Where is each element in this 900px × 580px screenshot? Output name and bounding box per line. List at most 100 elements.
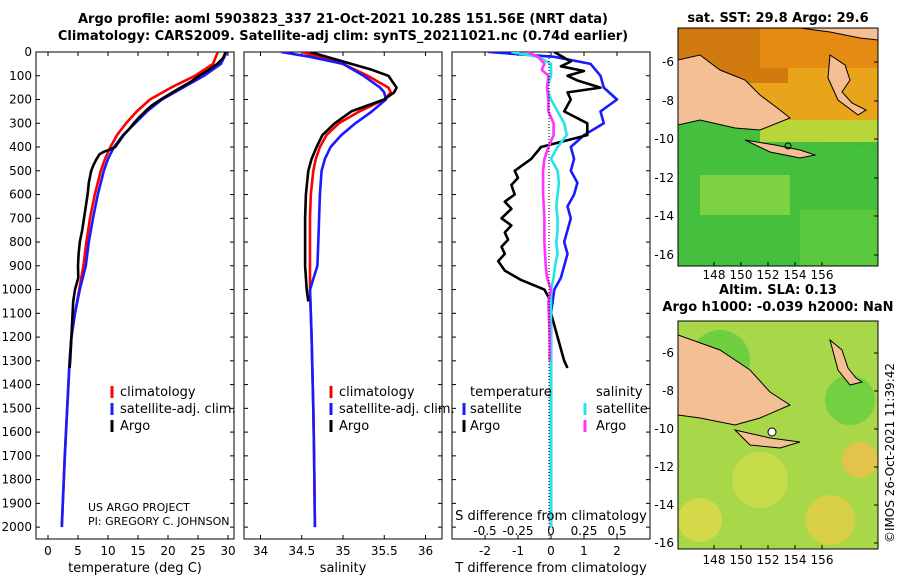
map-y-tick-label: -14 bbox=[654, 209, 674, 223]
map-y-tick-label: -8 bbox=[662, 384, 674, 398]
y-tick-label: 300 bbox=[9, 116, 32, 130]
sst-title: sat. SST: 29.8 Argo: 29.6 bbox=[687, 11, 868, 26]
s-tick-label: 0 bbox=[547, 524, 555, 538]
y-tick-label: 700 bbox=[9, 211, 32, 225]
map-x-tick-label: 152 bbox=[757, 553, 780, 567]
x-tick-label: 15 bbox=[130, 544, 145, 558]
legend-argo: Argo bbox=[120, 419, 150, 434]
x-tick-label: 25 bbox=[190, 544, 205, 558]
y-tick-label: 1200 bbox=[1, 330, 32, 344]
temperature-xlabel: temperature (deg C) bbox=[68, 561, 202, 576]
sla-map-frame bbox=[677, 320, 879, 550]
sla-title-2: Argo h1000: -0.039 h2000: NaN bbox=[662, 300, 893, 315]
legend-t-argo: Argo bbox=[470, 419, 500, 434]
legend-s-argo: Argo bbox=[596, 419, 626, 434]
s-tick-label: -0.25 bbox=[502, 524, 533, 538]
y-tick-label: 1400 bbox=[1, 378, 32, 392]
x-tick-label: -1 bbox=[512, 544, 524, 558]
legend-satellite-adj: satellite-adj. clim. bbox=[339, 402, 455, 417]
legend-satellite-adj: satellite-adj. clim. bbox=[120, 402, 236, 417]
salinity-xlabel: salinity bbox=[320, 561, 367, 576]
map-x-tick-label: 156 bbox=[811, 268, 834, 282]
panel-1-curves bbox=[60, 52, 228, 528]
difference-legend: temperature salinity satellite Argo sate… bbox=[462, 385, 648, 434]
map-x-tick-label: 150 bbox=[730, 553, 753, 567]
map-x-tick-label: 154 bbox=[784, 553, 807, 567]
map-y-tick-label: -6 bbox=[662, 346, 674, 360]
map-y-tick-label: -16 bbox=[654, 248, 674, 262]
tdiff-xlabel: T difference from climatology bbox=[454, 561, 647, 576]
legend-t-satellite: satellite bbox=[470, 402, 522, 417]
legend-climatology: climatology bbox=[120, 385, 196, 400]
salinity-legend: climatology satellite-adj. clim. Argo bbox=[329, 385, 455, 434]
temperature-legend: climatology satellite-adj. clim. Argo bbox=[110, 385, 236, 434]
y-tick-label: 100 bbox=[9, 69, 32, 83]
x-tick-label: 0 bbox=[44, 544, 52, 558]
legend-argo: Argo bbox=[339, 419, 369, 434]
legend-s-satellite: satellite bbox=[596, 402, 648, 417]
x-tick-label: 35 bbox=[335, 544, 350, 558]
sdiff-xlabel: S difference from climatology bbox=[455, 509, 647, 524]
map-x-tick-label: 154 bbox=[784, 268, 807, 282]
y-tick-label: 1700 bbox=[1, 449, 32, 463]
map-y-tick-label: -10 bbox=[654, 422, 674, 436]
y-tick-label: 200 bbox=[9, 93, 32, 107]
y-tick-label: 500 bbox=[9, 164, 32, 178]
x-tick-label: 1 bbox=[580, 544, 588, 558]
series-line-argo bbox=[68, 52, 227, 369]
s-tick-label: -0.5 bbox=[473, 524, 496, 538]
map-x-tick-label: 152 bbox=[757, 268, 780, 282]
credit-pi: PI: GREGORY C. JOHNSON bbox=[88, 515, 229, 528]
y-tick-label: 0 bbox=[24, 45, 32, 59]
y-tick-label: 1100 bbox=[1, 306, 32, 320]
map-y-tick-label: -12 bbox=[654, 171, 674, 185]
legend-salinity: salinity bbox=[596, 385, 643, 400]
map-x-tick-label: 148 bbox=[703, 268, 726, 282]
salinity-panel bbox=[243, 51, 443, 540]
map-y-tick-label: -6 bbox=[662, 55, 674, 69]
map-x-tick-label: 150 bbox=[730, 268, 753, 282]
map-y-tick-label: -14 bbox=[654, 498, 674, 512]
y-tick-label: 1900 bbox=[1, 496, 32, 510]
x-tick-label: 2 bbox=[613, 544, 621, 558]
x-tick-label: 34.5 bbox=[288, 544, 315, 558]
y-tick-label: 1500 bbox=[1, 401, 32, 415]
y-tick-label: 2000 bbox=[1, 520, 32, 534]
credit-project: US ARGO PROJECT bbox=[88, 501, 190, 514]
map-x-tick-label: 156 bbox=[811, 553, 834, 567]
x-tick-label: 10 bbox=[100, 544, 115, 558]
title-line2: Climatology: CARS2009. Satellite-adj cli… bbox=[58, 29, 628, 44]
legend-climatology: climatology bbox=[339, 385, 415, 400]
legend-temperature: temperature bbox=[470, 385, 552, 400]
sst-map bbox=[678, 28, 878, 266]
series-line-satellite-adj-clim- bbox=[280, 52, 388, 528]
map-y-tick-label: -8 bbox=[662, 94, 674, 108]
y-tick-label: 1300 bbox=[1, 354, 32, 368]
x-tick-label: 34 bbox=[253, 544, 268, 558]
y-tick-label: 900 bbox=[9, 259, 32, 273]
sla-title-1: Altim. SLA: 0.13 bbox=[719, 283, 837, 298]
x-tick-label: 36 bbox=[418, 544, 433, 558]
x-tick-label: 0 bbox=[547, 544, 555, 558]
x-tick-label: 5 bbox=[74, 544, 82, 558]
map-x-tick-label: 148 bbox=[703, 553, 726, 567]
x-tick-label: 35.5 bbox=[371, 544, 398, 558]
panel-2-curves bbox=[280, 52, 398, 528]
x-tick-label: 30 bbox=[220, 544, 235, 558]
sla-map bbox=[678, 321, 878, 549]
s-tick-label: 0.25 bbox=[571, 524, 598, 538]
y-tick-label: 1800 bbox=[1, 473, 32, 487]
map-y-tick-label: -10 bbox=[654, 132, 674, 146]
y-tick-label: 1000 bbox=[1, 283, 32, 297]
y-tick-label: 600 bbox=[9, 188, 32, 202]
y-tick-label: 1600 bbox=[1, 425, 32, 439]
title-line1: Argo profile: aoml 5903823_337 21-Oct-20… bbox=[78, 12, 608, 27]
x-tick-label: 20 bbox=[160, 544, 175, 558]
sst-map-frame bbox=[677, 27, 879, 267]
imos-credit: ©IMOS 26-Oct-2021 11:39:42 bbox=[883, 363, 897, 543]
map-y-tick-label: -16 bbox=[654, 536, 674, 550]
y-tick-label: 400 bbox=[9, 140, 32, 154]
temperature-panel bbox=[35, 51, 235, 540]
x-tick-label: -2 bbox=[479, 544, 491, 558]
